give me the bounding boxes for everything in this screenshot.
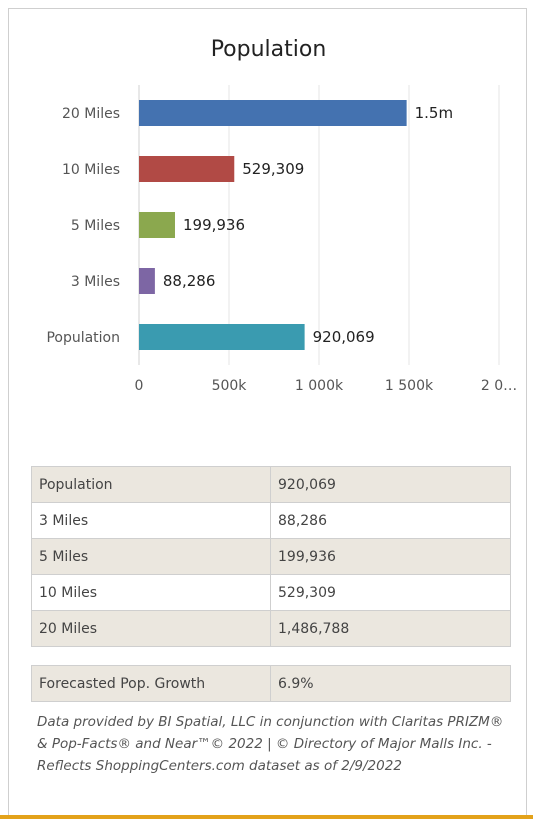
category-label: 20 Miles: [62, 106, 120, 122]
table-row-label: 20 Miles: [31, 610, 271, 647]
category-label: 5 Miles: [71, 218, 120, 234]
population-card: Population 0 500k 1 000k 1 500k 2 0… 20 Miles…: [8, 8, 527, 817]
table-row: 3 Miles 88,286: [31, 502, 511, 539]
table-row-label: 5 Miles: [31, 538, 271, 575]
bar: [139, 156, 235, 182]
data-label: 199,936: [183, 216, 245, 234]
data-label: 88,286: [163, 272, 216, 290]
growth-table: Forecasted Pop. Growth 6.9%: [31, 665, 511, 702]
x-tick-label: 500k: [212, 378, 248, 394]
bar: [139, 100, 407, 126]
growth-value: 6.9%: [270, 665, 511, 702]
x-tick-label: 0: [135, 378, 144, 394]
table-row: 10 Miles 529,309: [31, 574, 511, 611]
table-row-value: 199,936: [270, 538, 511, 575]
table-row-value: 88,286: [270, 502, 511, 539]
table-row-label: Population: [31, 466, 271, 503]
category-label: 3 Miles: [71, 274, 120, 290]
population-bar-chart: 0 500k 1 000k 1 500k 2 0… 20 Miles 1.5m 10 Mile…: [46, 85, 517, 394]
table-row: Population 920,069: [31, 466, 511, 503]
table-row-value: 920,069: [270, 466, 511, 503]
bar: [139, 324, 305, 350]
x-tick-label: 1 000k: [295, 378, 344, 394]
table-row-label: 10 Miles: [31, 574, 271, 611]
data-label: 920,069: [313, 328, 375, 346]
population-table: Population 920,069 3 Miles 88,286 5 Miles 199…: [31, 466, 511, 647]
x-tick-label: 2 0…: [481, 378, 517, 394]
table-row-label: 3 Miles: [31, 502, 271, 539]
category-label: Population: [46, 330, 120, 346]
table-row-value: 1,486,788: [270, 610, 511, 647]
bar: [139, 268, 155, 294]
x-tick-label: 1 500k: [385, 378, 434, 394]
table-row-value: 529,309: [270, 574, 511, 611]
bottom-accent-bar: [0, 815, 533, 819]
growth-label: Forecasted Pop. Growth: [31, 665, 271, 702]
source-note: Data provided by BI Spatial, LLC in conj…: [37, 714, 504, 774]
growth-row: Forecasted Pop. Growth 6.9%: [31, 665, 511, 702]
table-row: 20 Miles 1,486,788: [31, 610, 511, 647]
category-label: 10 Miles: [62, 162, 120, 178]
table-row: 5 Miles 199,936: [31, 538, 511, 575]
data-label: 529,309: [242, 160, 304, 178]
bar: [139, 212, 175, 238]
chart-title: Population: [210, 37, 327, 62]
data-label: 1.5m: [415, 104, 453, 122]
